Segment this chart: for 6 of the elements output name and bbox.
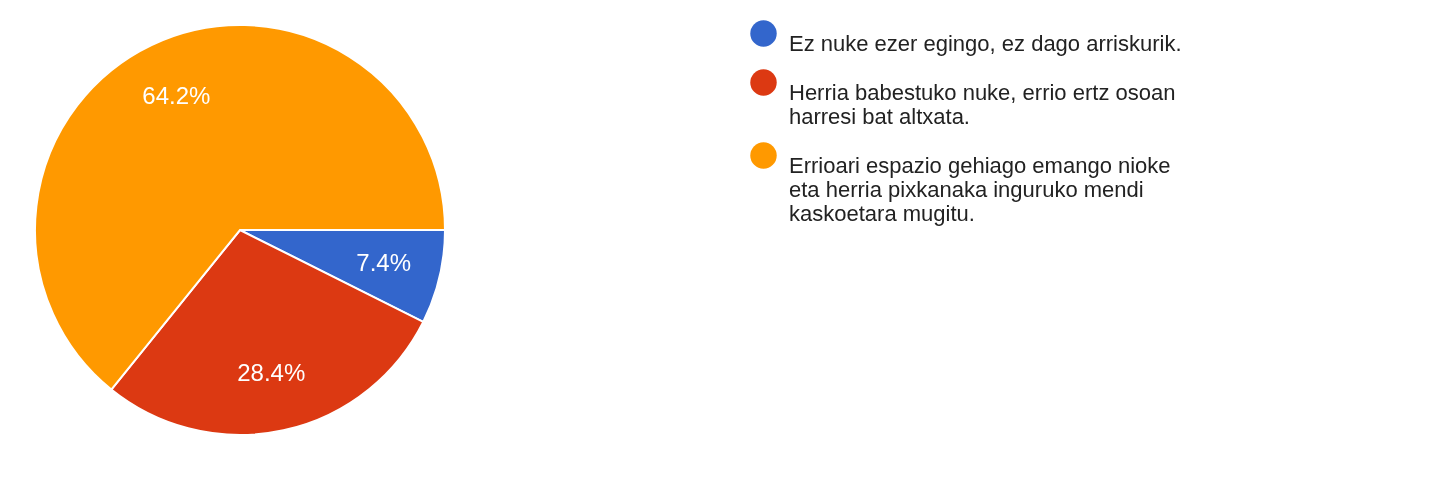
data-label: 28.4% <box>237 359 306 387</box>
data-label: 64.2% <box>142 81 211 109</box>
data-label: 7.4% <box>356 249 411 277</box>
legend-label: Ez nuke ezer egingo, ez dago arriskurik. <box>789 30 1182 56</box>
legend-label: Errioari espazio gehiago emango nioke eta herria pixkanaka inguruko mendi kaskoetara mugitu. <box>789 152 1171 226</box>
legend-label: Herria babestuko nuke, errio ertz osoan harresi bat altxata. <box>789 79 1176 129</box>
